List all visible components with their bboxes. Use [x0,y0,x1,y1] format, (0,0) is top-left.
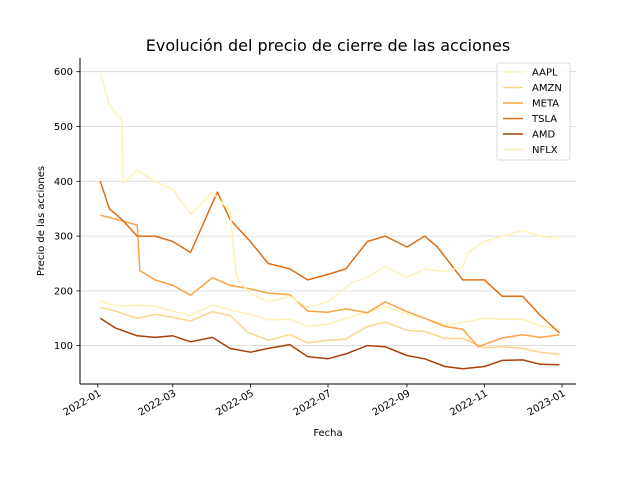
series-line-meta [100,214,560,348]
series-layer [99,73,561,370]
y-tick-label: 200 [54,286,73,297]
series-line-tsla [99,181,561,334]
grid-lines [80,71,576,347]
x-tick-label: 2022-09 [371,388,413,418]
legend-label-aapl: AAPL [532,68,558,79]
x-tick-label: 2022-07 [292,388,334,418]
x-tick-label: 2022-05 [214,388,256,418]
y-tick-label: 300 [54,232,73,243]
legend-label-amd: AMD [532,130,555,141]
x-tick-label: 2022-01 [62,388,104,418]
legend-label-amzn: AMZN [532,83,562,94]
legend-label-nflx: NFLX [532,145,558,156]
y-tick-label: 600 [54,67,73,78]
x-axis-label: Fecha [313,428,342,439]
y-tick-label: 500 [54,122,73,133]
series-line-nflx [99,73,560,309]
series-line-aapl [100,299,560,330]
x-tick-label: 2022-03 [137,388,179,418]
legend: AAPL AMZN META TSLA AMD NFLX [496,62,571,161]
x-tick-label: 2023-01 [526,388,568,418]
legend-label-meta: META [532,99,559,110]
legend-label-tsla: TSLA [531,114,557,125]
chart-title: Evolución del precio de cierre de las ac… [146,36,510,55]
y-ticks: 100 200 300 400 500 600 [54,67,80,352]
series-line-amzn [100,306,560,356]
y-tick-label: 400 [54,177,73,188]
series-line-amd [99,317,560,370]
y-tick-label: 100 [54,341,73,352]
x-tick-label: 2022-11 [448,388,490,418]
y-axis-label: Precio de las acciones [36,166,47,276]
x-ticks: 2022-01 2022-03 2022-05 2022-07 2022-09 2022-… [62,384,568,418]
